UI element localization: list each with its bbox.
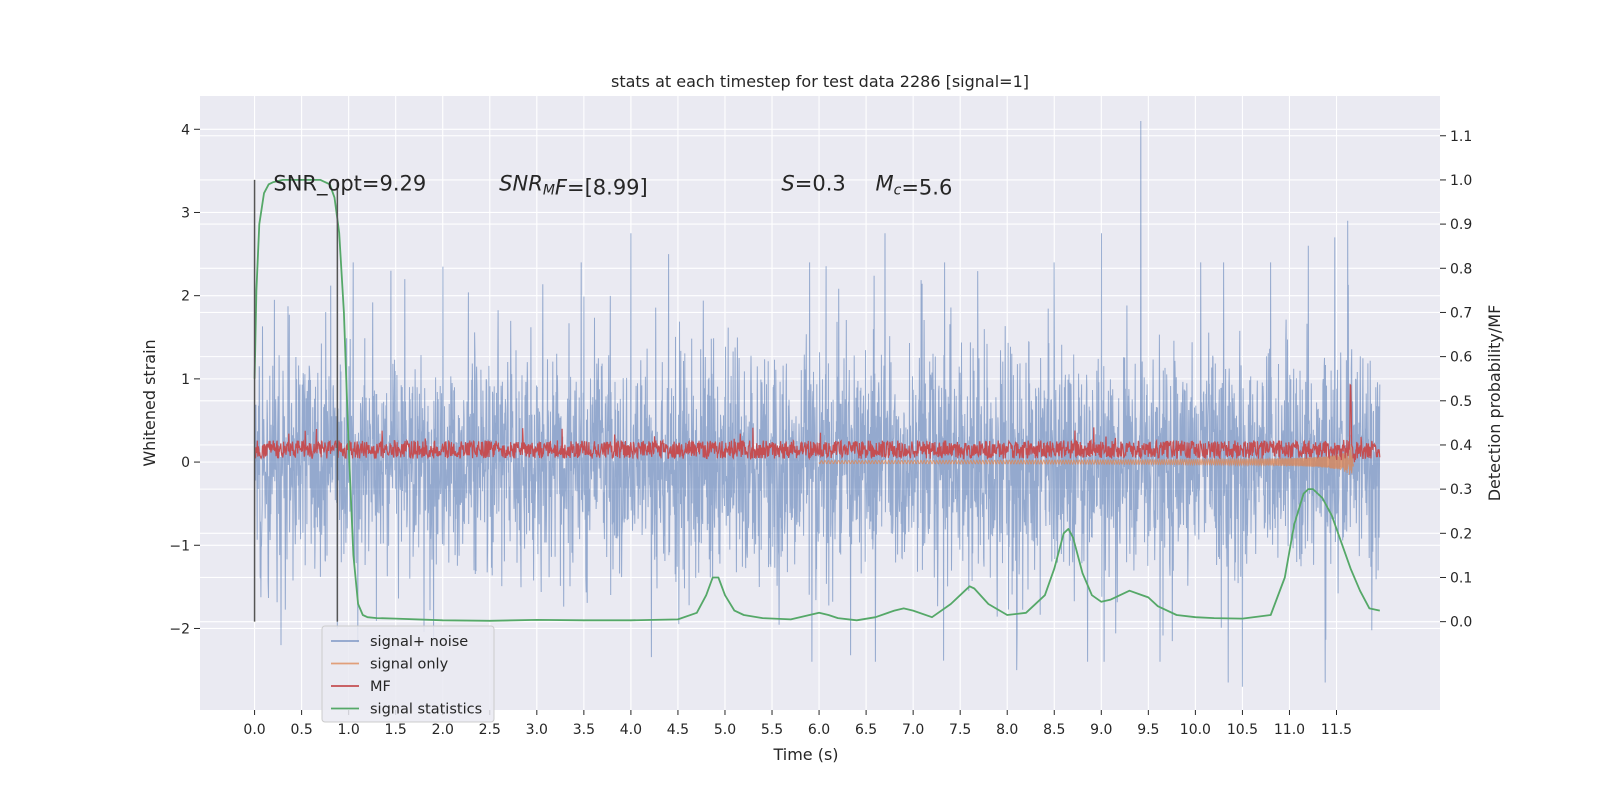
x-tick-label: 11.0 [1274,722,1305,738]
y2-axis-label: Detection probability/MF [1485,305,1504,502]
x-tick-label: 10.0 [1180,722,1211,738]
x-axis: 0.0 0.5 1.0 1.5 2.0 2.5 3.0 3.5 4.0 4.5 5.0 5.5 6.0 6… [243,710,1352,738]
y2-tick-label: 0.7 [1450,305,1472,321]
series-layer [253,120,1381,687]
y-axis-right: 1.1 1.0 0.9 0.8 0.7 0.6 0.5 0.4 0.3 0.2 0.1 0.0 [1440,129,1472,631]
y2-tick-label: 0.2 [1450,526,1472,542]
y-axis-left: 4 3 2 1 0 −1 −2 [169,122,200,637]
x-tick-label: 0.5 [290,722,312,738]
annotation-snr-opt: SNR_opt=9.29 [273,171,426,196]
grid [200,96,1440,710]
y-tick-label: 3 [181,205,190,221]
chart-title: stats at each timestep for test data 228… [611,72,1029,91]
y2-tick-label: 1.1 [1450,129,1472,145]
x-tick-label: 3.0 [526,722,548,738]
y2-tick-label: 0.8 [1450,261,1472,277]
x-tick-label: 9.5 [1137,722,1159,738]
legend-label: MF [370,679,391,695]
y-tick-label: −1 [169,538,190,554]
x-tick-label: 4.5 [667,722,689,738]
y2-tick-label: 0.9 [1450,217,1472,233]
x-tick-label: 0.0 [243,722,265,738]
y2-tick-label: 0.4 [1450,438,1472,454]
annotation-snr-mf: SNRMF=[8.99] [499,171,648,199]
x-tick-label: 4.0 [620,722,642,738]
y2-tick-label: 0.0 [1450,615,1472,631]
x-tick-label: 3.5 [573,722,595,738]
legend-label: signal only [370,657,449,673]
x-tick-label: 6.5 [855,722,877,738]
series-signal-only [818,443,1354,475]
legend-label: signal statistics [370,702,482,718]
x-tick-label: 10.5 [1227,722,1258,738]
annotation-mc-param: Mc=5.6 [876,171,953,199]
x-tick-label: 1.5 [385,722,407,738]
x-tick-label: 7.0 [902,722,924,738]
y-tick-label: 1 [181,372,190,388]
y-tick-label: 0 [181,455,190,471]
y2-tick-label: 1.0 [1450,173,1472,189]
x-tick-label: 5.0 [714,722,736,738]
x-tick-label: 9.0 [1090,722,1112,738]
legend-label: signal+ noise [370,634,468,650]
x-tick-label: 1.0 [338,722,360,738]
y2-tick-label: 0.6 [1450,350,1472,366]
annotation-s-param: S=0.3 [781,171,845,195]
x-tick-label: 7.5 [949,722,971,738]
legend: signal+ noise signal only MF signal statist… [321,625,495,723]
series-signal-statistics [253,179,1380,622]
x-tick-label: 6.0 [808,722,830,738]
x-tick-label: 8.5 [1043,722,1065,738]
x-tick-label: 5.5 [761,722,783,738]
x-axis-label: Time (s) [772,745,838,764]
x-tick-label: 2.5 [479,722,501,738]
y2-tick-label: 0.5 [1450,394,1472,410]
y-tick-label: 2 [181,289,190,305]
x-tick-label: 8.0 [996,722,1018,738]
x-tick-label: 11.5 [1321,722,1352,738]
y2-tick-label: 0.1 [1450,570,1472,586]
series-mf [254,383,1381,463]
y-tick-label: 4 [181,122,190,138]
annotations: SNR_opt=9.29 SNRMF=[8.99] S=0.3 Mc=5.6 [273,171,952,199]
x-tick-label: 2.0 [432,722,454,738]
legend-box [321,625,495,723]
y-axis-label: Whitened strain [140,339,159,466]
y2-tick-label: 0.3 [1450,482,1472,498]
vline-layer [253,179,339,622]
series-signal-noise [254,120,1381,687]
y-tick-label: −2 [169,621,190,637]
